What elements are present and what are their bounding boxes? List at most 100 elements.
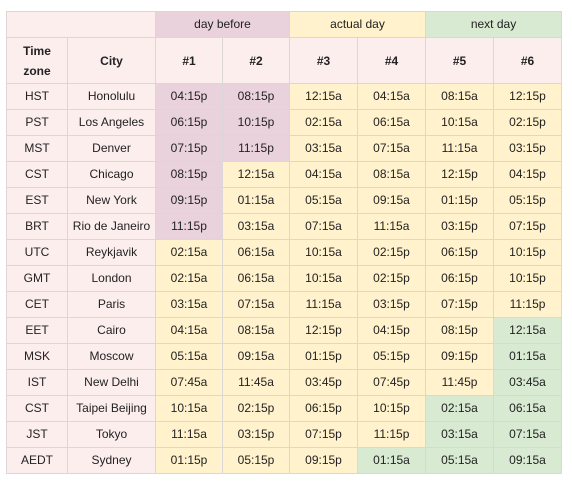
time-cell: 05:15a (425, 447, 495, 474)
time-cell: 06:15p (425, 265, 495, 292)
time-cell: 03:15a (289, 135, 358, 162)
header-col-4: #4 (356, 37, 427, 84)
time-cell: 12:15p (425, 161, 495, 188)
timezone-cell: IST (6, 369, 68, 396)
table-row: UTC Reykjavik 02:15a 06:15a 10:15a 02:15p 06:1… (6, 239, 563, 266)
table-row: CST Taipei Beijing 10:15a 02:15p 06:15p 10:15… (6, 395, 563, 422)
timezone-cell: CET (6, 291, 68, 318)
time-cell: 01:15p (289, 343, 358, 370)
time-cell: 11:15p (155, 213, 223, 240)
time-cell: 07:15a (493, 421, 563, 448)
table-row: HST Honolulu 04:15p 08:15p 12:15a 04:15a 08:15… (6, 83, 563, 110)
time-cell: 06:15a (356, 109, 427, 136)
city-cell: Taipei Beijing (67, 395, 156, 422)
header-col-1: #1 (155, 37, 223, 84)
timezone-cell: EST (6, 187, 68, 214)
time-cell: 01:15p (155, 447, 223, 474)
time-cell: 03:45p (289, 369, 358, 396)
time-cell: 08:15p (155, 161, 223, 188)
city-cell: Cairo (67, 317, 156, 344)
timezone-cell: JST (6, 421, 68, 448)
time-cell: 10:15a (289, 265, 358, 292)
table-row: CST Chicago 08:15p 12:15a 04:15a 08:15a 12:15p… (6, 161, 563, 188)
time-cell: 11:45p (425, 369, 495, 396)
time-cell: 06:15p (155, 109, 223, 136)
header-col-2: #2 (222, 37, 290, 84)
time-cell: 04:15p (155, 83, 223, 110)
group-header-blank (6, 11, 156, 38)
header-city: City (67, 37, 156, 84)
table-row: CET Paris 03:15a 07:15a 11:15a 03:15p 07:15p 11… (6, 291, 563, 318)
table-row: JST Tokyo 11:15a 03:15p 07:15p 11:15p 03:15a 07… (6, 421, 563, 448)
time-cell: 07:15a (289, 213, 358, 240)
time-cell: 12:15p (493, 83, 563, 110)
city-cell: Honolulu (67, 83, 156, 110)
time-cell: 08:15a (222, 317, 290, 344)
timezone-cell: GMT (6, 265, 68, 292)
timezone-cell: BRT (6, 213, 68, 240)
time-cell: 07:45a (155, 369, 223, 396)
time-cell: 02:15a (155, 239, 223, 266)
time-cell: 07:15p (493, 213, 563, 240)
time-cell: 04:15a (289, 161, 358, 188)
time-cell: 03:15a (425, 421, 495, 448)
timezone-cell: MST (6, 135, 68, 162)
time-cell: 11:15a (425, 135, 495, 162)
city-cell: Sydney (67, 447, 156, 474)
time-cell: 03:15p (493, 135, 563, 162)
timezone-cell: CST (6, 161, 68, 188)
time-cell: 07:15p (289, 421, 358, 448)
time-cell: 11:15p (222, 135, 290, 162)
time-cell: 12:15a (222, 161, 290, 188)
time-cell: 06:15p (425, 239, 495, 266)
city-cell: Reykjavik (67, 239, 156, 266)
time-cell: 10:15p (222, 109, 290, 136)
table-body: HST Honolulu 04:15p 08:15p 12:15a 04:15a 08:15… (6, 83, 563, 474)
city-cell: Los Angeles (67, 109, 156, 136)
group-day-before: day before (155, 11, 290, 38)
time-cell: 11:15a (289, 291, 358, 318)
time-cell: 02:15p (493, 109, 563, 136)
table-row: PST Los Angeles 06:15p 10:15p 02:15a 06:15a 10… (6, 109, 563, 136)
time-cell: 11:15a (356, 213, 427, 240)
time-cell: 11:15p (356, 421, 427, 448)
city-cell: Moscow (67, 343, 156, 370)
time-cell: 07:15a (222, 291, 290, 318)
time-cell: 10:15p (493, 239, 563, 266)
city-cell: London (67, 265, 156, 292)
time-cell: 01:15a (493, 343, 563, 370)
time-cell: 04:15p (493, 161, 563, 188)
time-cell: 09:15a (356, 187, 427, 214)
time-cell: 08:15a (356, 161, 427, 188)
timezone-table: day before actual day next day Time zone… (6, 11, 563, 474)
timezone-cell: PST (6, 109, 68, 136)
timezone-cell: HST (6, 83, 68, 110)
group-actual-day: actual day (288, 11, 427, 38)
city-cell: New Delhi (67, 369, 156, 396)
time-cell: 01:15a (222, 187, 290, 214)
time-cell: 08:15p (425, 317, 495, 344)
header-timezone-line1: Time (23, 43, 51, 58)
time-cell: 06:15p (289, 395, 358, 422)
time-cell: 08:15a (425, 83, 495, 110)
time-cell: 06:15a (222, 265, 290, 292)
time-cell: 09:15p (425, 343, 495, 370)
table-row: MSK Moscow 05:15a 09:15a 01:15p 05:15p 09:15p 0… (6, 343, 563, 370)
time-cell: 02:15a (425, 395, 495, 422)
header-timezone: Time zone (6, 37, 68, 84)
time-cell: 10:15a (425, 109, 495, 136)
timezone-cell: EET (6, 317, 68, 344)
header-col-3: #3 (289, 37, 358, 84)
time-cell: 07:45p (356, 369, 427, 396)
timezone-cell: MSK (6, 343, 68, 370)
table-row: EET Cairo 04:15a 08:15a 12:15p 04:15p 08:15p 12… (6, 317, 563, 344)
header-timezone-line2: zone (23, 63, 51, 78)
time-cell: 04:15a (356, 83, 427, 110)
table-row: EST New York 09:15p 01:15a 05:15a 09:15a 01:15… (6, 187, 563, 214)
time-cell: 01:15p (425, 187, 495, 214)
timezone-cell: UTC (6, 239, 68, 266)
time-cell: 11:15a (155, 421, 223, 448)
time-cell: 10:15a (155, 395, 223, 422)
group-next-day: next day (425, 11, 563, 38)
time-cell: 02:15p (356, 265, 427, 292)
